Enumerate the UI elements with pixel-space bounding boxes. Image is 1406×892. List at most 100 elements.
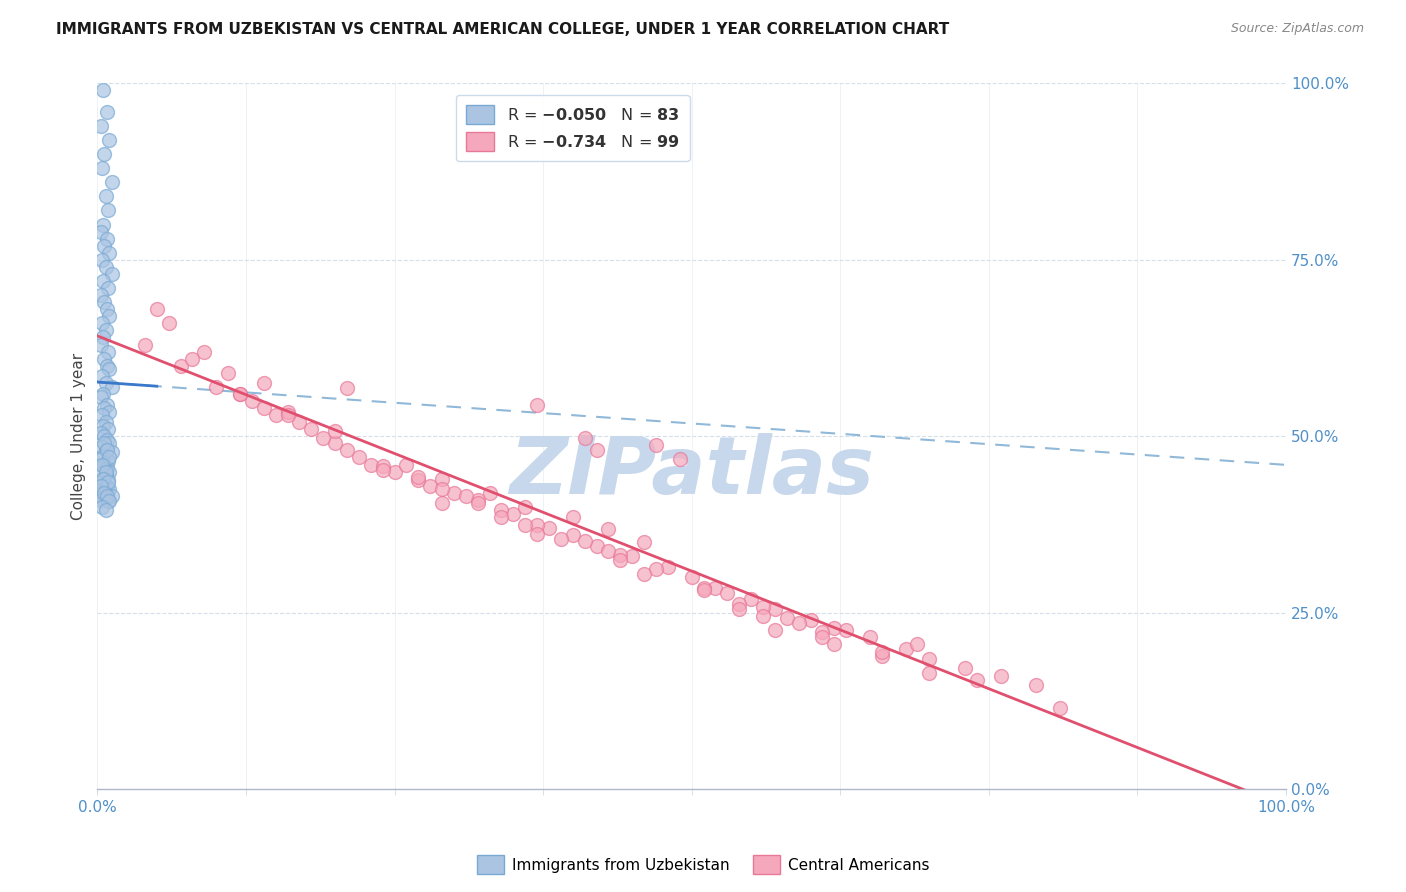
Point — [94, 415, 117, 429]
Point — [94, 465, 117, 479]
Point — [96, 480, 118, 494]
Point — [97, 203, 120, 218]
Point — [97, 344, 120, 359]
Point — [585, 539, 607, 553]
Point — [585, 443, 607, 458]
Point — [96, 433, 118, 447]
Point — [633, 535, 655, 549]
Point — [193, 344, 215, 359]
Point — [668, 451, 690, 466]
Point — [98, 245, 121, 260]
Point — [1049, 701, 1071, 715]
Point — [98, 404, 121, 418]
Point — [561, 510, 583, 524]
Point — [574, 533, 596, 548]
Point — [91, 387, 114, 401]
Point — [91, 218, 114, 232]
Point — [98, 436, 121, 450]
Point — [728, 602, 751, 616]
Point — [96, 443, 118, 458]
Point — [716, 586, 738, 600]
Text: ZIPatlas: ZIPatlas — [509, 433, 875, 510]
Point — [645, 562, 668, 576]
Point — [990, 669, 1012, 683]
Point — [811, 631, 834, 645]
Point — [467, 492, 489, 507]
Point — [763, 624, 786, 638]
Point — [288, 415, 311, 429]
Point — [323, 424, 346, 438]
Point — [93, 295, 115, 310]
Point — [90, 475, 112, 490]
Point — [598, 523, 620, 537]
Point — [91, 83, 114, 97]
Point — [134, 337, 156, 351]
Point — [454, 489, 477, 503]
Point — [91, 418, 114, 433]
Point — [526, 398, 548, 412]
Point — [561, 528, 583, 542]
Point — [966, 673, 988, 687]
Point — [253, 401, 276, 415]
Point — [91, 449, 114, 463]
Point — [384, 465, 406, 479]
Point — [823, 621, 845, 635]
Point — [217, 366, 239, 380]
Y-axis label: College, Under 1 year: College, Under 1 year — [72, 352, 86, 520]
Point — [97, 454, 120, 468]
Point — [90, 225, 112, 239]
Point — [347, 450, 370, 465]
Point — [90, 478, 112, 492]
Point — [94, 503, 117, 517]
Point — [100, 445, 122, 459]
Point — [692, 583, 714, 598]
Point — [91, 440, 114, 454]
Point — [526, 526, 548, 541]
Legend: Immigrants from Uzbekistan, Central Americans: Immigrants from Uzbekistan, Central Amer… — [471, 849, 935, 880]
Point — [91, 274, 114, 288]
Point — [371, 458, 394, 473]
Point — [419, 478, 441, 492]
Point — [704, 581, 727, 595]
Point — [787, 616, 810, 631]
Point — [93, 436, 115, 450]
Point — [98, 465, 121, 479]
Point — [90, 119, 112, 133]
Point — [98, 362, 121, 376]
Point — [205, 380, 228, 394]
Point — [776, 611, 799, 625]
Point — [277, 408, 299, 422]
Point — [240, 394, 263, 409]
Point — [799, 613, 821, 627]
Point — [157, 317, 180, 331]
Point — [537, 521, 560, 535]
Point — [181, 351, 204, 366]
Point — [953, 661, 976, 675]
Point — [90, 492, 112, 507]
Point — [100, 380, 122, 394]
Point — [93, 478, 115, 492]
Point — [93, 429, 115, 443]
Point — [491, 503, 513, 517]
Point — [91, 500, 114, 514]
Point — [467, 496, 489, 510]
Point — [443, 485, 465, 500]
Point — [169, 359, 191, 373]
Point — [907, 638, 929, 652]
Point — [406, 473, 429, 487]
Point — [859, 631, 882, 645]
Point — [90, 337, 112, 351]
Point — [94, 487, 117, 501]
Point — [598, 543, 620, 558]
Text: Source: ZipAtlas.com: Source: ZipAtlas.com — [1230, 22, 1364, 36]
Point — [574, 431, 596, 445]
Point — [91, 491, 114, 506]
Point — [515, 517, 537, 532]
Point — [277, 404, 299, 418]
Point — [430, 496, 453, 510]
Point — [91, 161, 114, 175]
Point — [91, 408, 114, 422]
Point — [550, 532, 572, 546]
Point — [97, 281, 120, 295]
Point — [478, 485, 501, 500]
